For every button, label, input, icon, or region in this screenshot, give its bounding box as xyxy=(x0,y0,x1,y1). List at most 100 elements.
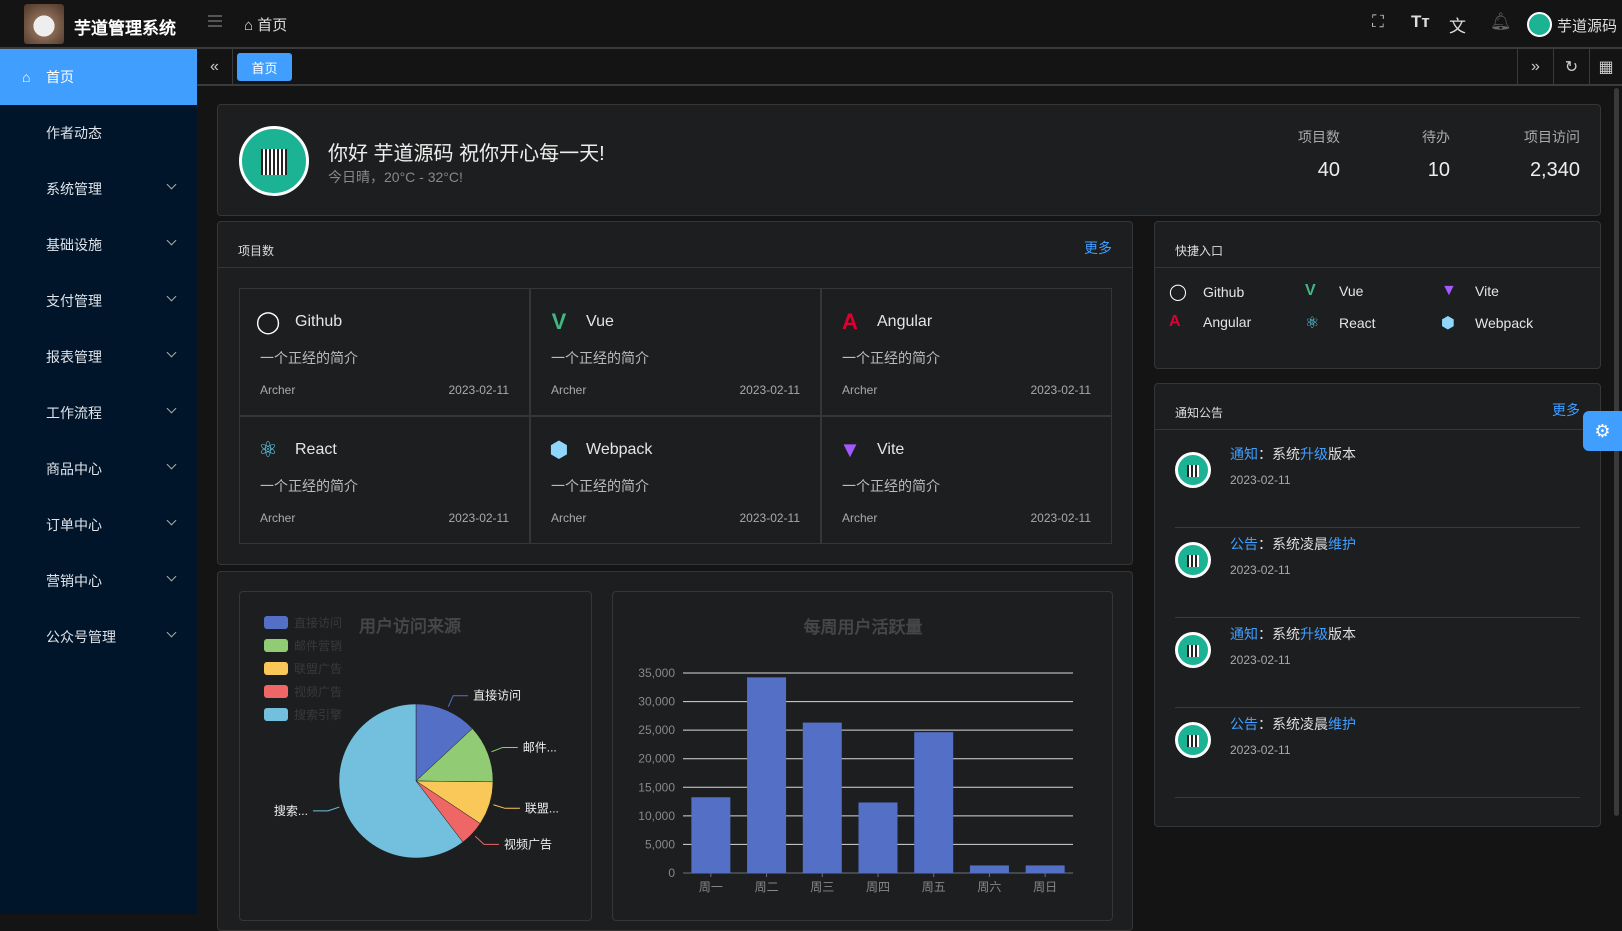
breadcrumb-item: 首页 xyxy=(257,17,288,34)
project-date: 2023-02-11 xyxy=(739,383,801,397)
y-tick-label: 25,000 xyxy=(638,723,675,737)
legend-swatch xyxy=(264,662,288,675)
shortcut-label: React xyxy=(1339,315,1376,331)
chevron-down-icon xyxy=(166,235,177,246)
sidebar-item[interactable]: 商品中心 xyxy=(0,441,197,497)
sidebar-item[interactable]: 工作流程 xyxy=(0,385,197,441)
sidebar-item[interactable]: 支付管理 xyxy=(0,273,197,329)
greeting: 你好 芋道源码 祝你开心每一天! xyxy=(328,143,605,165)
slice-label: 视频广告 xyxy=(504,836,552,851)
project-author: Archer xyxy=(842,511,878,525)
slice-label: 联盟... xyxy=(525,801,559,815)
label-line xyxy=(493,804,520,809)
notice-type[interactable]: 公告 xyxy=(1230,536,1258,552)
webpack-icon: ⬢ xyxy=(1441,315,1455,332)
breadcrumb[interactable]: ⌂ 首页 xyxy=(244,14,287,35)
notice-item[interactable]: 公告：系统凌晨维护 2023-02-11 xyxy=(1175,708,1580,798)
project-item[interactable]: ▼ Vite 一个正经的简介 Archer 2023-02-11 xyxy=(821,416,1112,544)
notices-more-link[interactable]: 更多 xyxy=(1552,402,1580,418)
notice-highlight: 维护 xyxy=(1328,536,1356,552)
bar-chart-panel: 每周用户活跃量 0 5,000 10,000 15,000 20,000 25,000 30,… xyxy=(612,591,1113,921)
y-tick-label: 0 xyxy=(668,866,675,880)
project-item[interactable]: ⬢ Webpack 一个正经的简介 Archer 2023-02-11 xyxy=(530,416,821,544)
scroll-right-icon[interactable]: » xyxy=(1517,49,1553,84)
user-avatar[interactable] xyxy=(1527,12,1552,37)
refresh-icon[interactable]: ↻ xyxy=(1553,49,1589,84)
legend-label: 邮件营销 xyxy=(294,639,342,653)
vue-icon: V xyxy=(1305,282,1316,299)
x-tick-label: 周四 xyxy=(866,880,890,894)
sidebar-item[interactable]: 系统管理 xyxy=(0,161,197,217)
sidebar-item-label: 工作流程 xyxy=(46,405,102,421)
fullscreen-icon[interactable]: ⛶ xyxy=(1372,12,1384,31)
shortcut-vue[interactable]: V Vue xyxy=(1305,282,1363,300)
chevron-down-icon xyxy=(166,179,177,190)
shortcut-webpack[interactable]: ⬢ Webpack xyxy=(1441,313,1533,333)
projects-more-link[interactable]: 更多 xyxy=(1084,240,1112,256)
bell-icon[interactable]: 🔔︎ xyxy=(1490,12,1512,31)
project-item[interactable]: ⚛ React 一个正经的简介 Archer 2023-02-11 xyxy=(239,416,530,544)
project-name: Vue xyxy=(586,313,614,330)
project-date: 2023-02-11 xyxy=(739,511,801,525)
font-size-icon[interactable]: Tт xyxy=(1411,12,1430,31)
translate-icon[interactable]: 文 xyxy=(1449,17,1466,36)
notice-item[interactable]: 公告：系统凌晨维护 2023-02-11 xyxy=(1175,528,1580,618)
slice-label: 搜索... xyxy=(274,803,308,818)
shortcut-github[interactable]: ◯ Github xyxy=(1169,282,1244,302)
welcome-card: 你好 芋道源码 祝你开心每一天! 今日晴，20°C - 32°C! 项目数 40 待… xyxy=(217,104,1601,216)
sidebar-item[interactable]: 作者动态 xyxy=(0,105,197,161)
notice-title: 通知：系统升级版本 xyxy=(1230,624,1356,644)
x-tick-label: 周日 xyxy=(1033,880,1057,894)
settings-gear-icon[interactable]: ⚙ xyxy=(1583,411,1622,451)
slice-label: 邮件... xyxy=(523,740,557,754)
home-icon: ⌂ xyxy=(22,69,31,85)
scrollbar[interactable] xyxy=(1614,88,1619,816)
pie-chart-panel: 用户访问来源 直接访问 邮件营销 联盟广告 视频广告 搜索引擎 直接访问 邮件... 联盟...… xyxy=(239,591,592,921)
notice-item[interactable]: 通知：系统升级版本 2023-02-11 xyxy=(1175,618,1580,708)
stat-item: 项目数 40 xyxy=(1298,127,1340,182)
sidebar-item[interactable]: 订单中心 xyxy=(0,497,197,553)
y-tick-label: 35,000 xyxy=(638,666,675,680)
stat-label: 项目访问 xyxy=(1524,129,1580,145)
username[interactable]: 芋道源码 xyxy=(1557,18,1618,35)
notice-item[interactable]: 通知：系统升级版本 2023-02-11 xyxy=(1175,438,1580,528)
sidebar-item[interactable]: 营销中心 xyxy=(0,553,197,609)
notice-type[interactable]: 通知 xyxy=(1230,626,1258,642)
project-item[interactable]: ◯ Github 一个正经的简介 Archer 2023-02-11 xyxy=(239,288,530,416)
project-author: Archer xyxy=(260,511,296,525)
notice-highlight: 升级 xyxy=(1300,446,1328,462)
grid-menu-icon[interactable]: ▦ xyxy=(1589,49,1622,84)
pie-slice xyxy=(415,703,473,782)
notice-text: 系统 xyxy=(1272,626,1300,642)
tab-home[interactable]: 首页 xyxy=(237,53,292,81)
sidebar-item[interactable]: ⌂ 首页 xyxy=(0,49,197,105)
projects-card: 项目数 更多 ◯ Github 一个正经的简介 Archer 2023-02-11 V Vue… xyxy=(217,221,1133,565)
sidebar-item[interactable]: 报表管理 xyxy=(0,329,197,385)
scroll-left-icon[interactable]: « xyxy=(197,49,233,84)
project-date: 2023-02-11 xyxy=(1030,511,1092,525)
project-item[interactable]: A Angular 一个正经的简介 Archer 2023-02-11 xyxy=(821,288,1112,416)
project-item[interactable]: V Vue 一个正经的简介 Archer 2023-02-11 xyxy=(530,288,821,416)
notice-type[interactable]: 公告 xyxy=(1230,716,1258,732)
legend-swatch xyxy=(264,616,288,629)
x-tick-label: 周三 xyxy=(810,880,834,894)
shortcut-react[interactable]: ⚛ React xyxy=(1305,313,1376,333)
menu-toggle-icon[interactable] xyxy=(208,15,222,27)
sidebar-item[interactable]: 公众号管理 xyxy=(0,609,197,665)
shortcut-angular[interactable]: A Angular xyxy=(1169,313,1251,331)
sidebar-item[interactable]: 基础设施 xyxy=(0,217,197,273)
project-author: Archer xyxy=(551,383,587,397)
shortcut-vite[interactable]: ▼ Vite xyxy=(1441,282,1499,300)
tabs-bar: « 首页 » ↻ ▦ xyxy=(197,49,1622,86)
angular-icon: A xyxy=(842,309,858,334)
project-desc: 一个正经的简介 xyxy=(260,478,358,494)
notice-title: 公告：系统凌晨维护 xyxy=(1230,714,1356,734)
vite-icon: ▼ xyxy=(839,437,861,462)
x-tick-label: 周六 xyxy=(977,880,1001,894)
project-desc: 一个正经的简介 xyxy=(842,350,940,366)
notice-text: 版本 xyxy=(1328,446,1356,462)
pie-title: 用户访问来源 xyxy=(359,616,461,636)
notice-type[interactable]: 通知 xyxy=(1230,446,1258,462)
react-icon: ⚛ xyxy=(1305,315,1320,332)
slice-label: 直接访问 xyxy=(473,688,521,703)
